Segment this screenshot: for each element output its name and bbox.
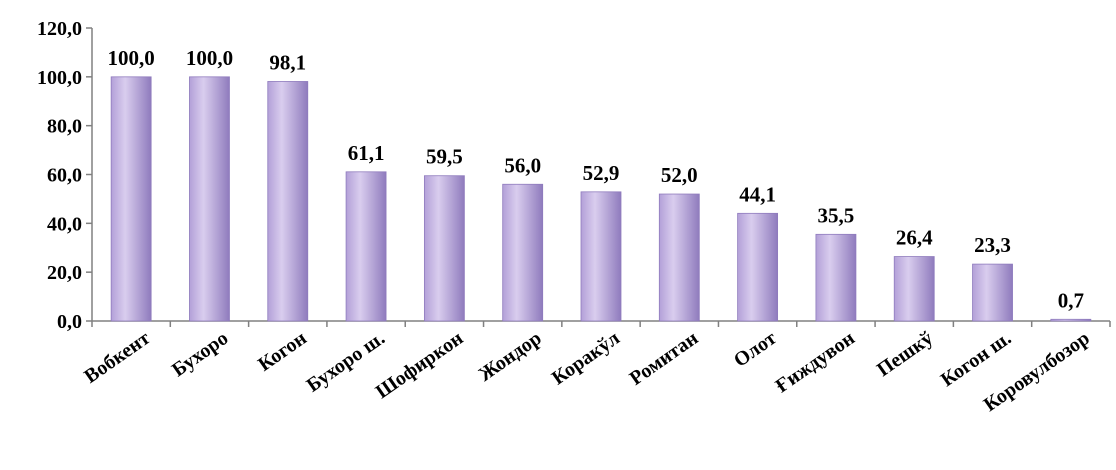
category-label: Бухоро (168, 327, 232, 381)
y-tick-label: 20,0 (47, 262, 82, 284)
y-tick-label: 40,0 (47, 213, 82, 235)
data-label: 26,4 (896, 226, 933, 250)
bar (1050, 318, 1092, 322)
category-label: Когон (254, 327, 311, 376)
data-label: 100,0 (108, 46, 155, 70)
data-label: 59,5 (426, 145, 463, 169)
category-label: Вобкент (80, 327, 154, 388)
data-label: 44,1 (739, 182, 776, 206)
y-tick-label: 100,0 (37, 67, 82, 89)
bars (110, 76, 1092, 322)
category-label: Ғиждувон (772, 327, 859, 397)
y-axis: 0,0 20,0 40,0 60,0 80,0 100,0 120,0 (37, 18, 93, 333)
bar (267, 81, 309, 322)
bar (580, 191, 622, 322)
data-label: 23,3 (974, 233, 1011, 257)
data-label: 100,0 (186, 46, 233, 70)
y-tick-label: 60,0 (47, 165, 82, 187)
data-label: 61,1 (348, 141, 385, 165)
x-axis (91, 320, 1111, 327)
bar (972, 263, 1013, 322)
category-label: Шофиркон (372, 327, 468, 403)
data-label: 52,9 (583, 161, 620, 185)
bar (345, 171, 387, 322)
data-labels: 100,0 100,0 98,1 61,1 59,5 56,0 52,9 52,0 44,1 35… (108, 46, 1084, 312)
data-label: 35,5 (818, 203, 855, 227)
category-label: Жондор (475, 327, 546, 386)
y-tick-label: 80,0 (47, 116, 82, 138)
bar (423, 175, 465, 322)
bar (110, 76, 152, 322)
bar (893, 256, 935, 322)
data-label: 98,1 (269, 50, 306, 74)
bar (189, 76, 230, 322)
category-label: Коракўл (548, 327, 624, 389)
y-tick-label: 120,0 (37, 18, 82, 40)
data-label: 56,0 (504, 153, 541, 177)
y-tick-label: 0,0 (57, 311, 82, 333)
category-label: Олот (730, 327, 781, 372)
bar (737, 212, 779, 322)
category-label: Ромитан (626, 327, 703, 390)
data-label: 52,0 (661, 163, 698, 187)
category-label: Пешкў (873, 327, 937, 381)
bar (502, 183, 544, 322)
bar (658, 193, 700, 322)
bar (815, 233, 857, 322)
data-label: 0,7 (1058, 288, 1084, 312)
